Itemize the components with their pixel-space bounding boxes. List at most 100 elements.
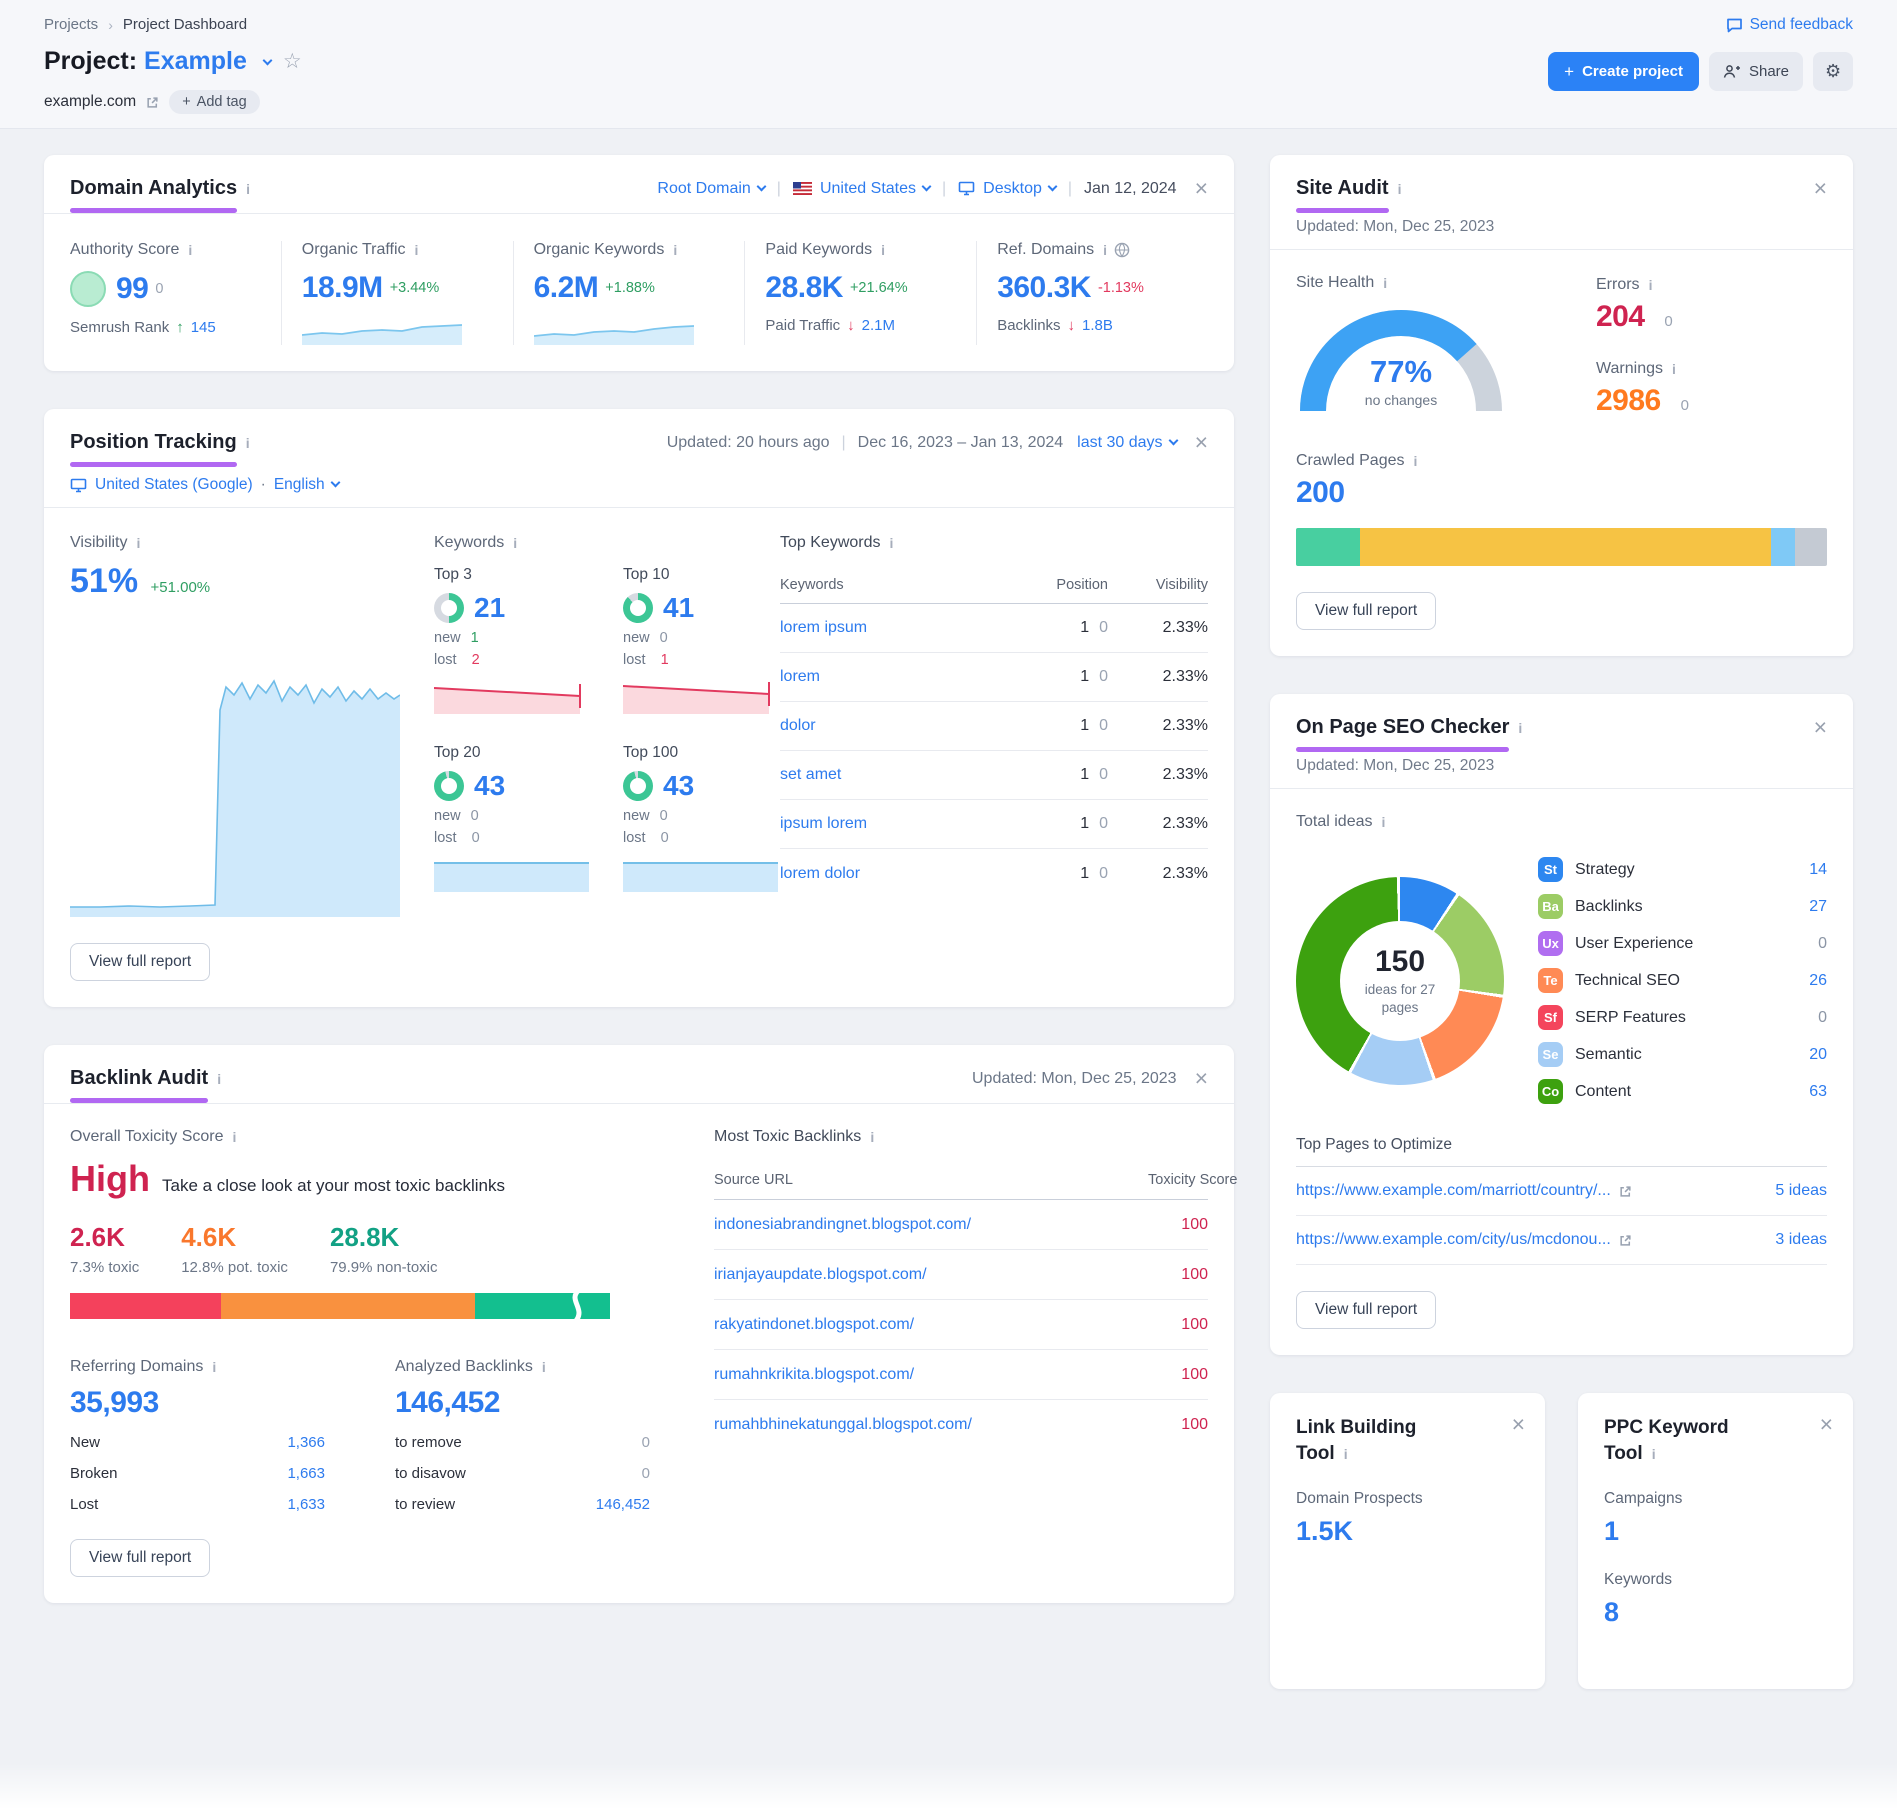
close-icon[interactable]: × [1194, 175, 1208, 201]
updated-text: Updated: Mon, Dec 25, 2023 [1296, 218, 1495, 235]
info-icon[interactable]: i [1518, 719, 1523, 736]
top10-trend-sparkline [623, 682, 770, 714]
info-icon[interactable]: i [889, 535, 894, 551]
chevron-down-icon[interactable] [262, 55, 273, 65]
info-icon[interactable]: i [245, 434, 250, 451]
breadcrumb-projects[interactable]: Projects [44, 16, 99, 33]
organic-traffic-sparkline [301, 324, 462, 345]
stat-link[interactable]: 1,633 [287, 1496, 325, 1513]
view-full-report-button[interactable]: View full report [70, 943, 211, 981]
paid-traffic-value[interactable]: 2.1M [861, 317, 896, 334]
favorite-star-icon[interactable]: ☆ [282, 50, 302, 73]
settings-button[interactable]: ⚙ [1813, 52, 1853, 91]
top20-trend-sparkline [434, 862, 589, 892]
info-icon[interactable]: i [673, 242, 678, 258]
backlinks-value[interactable]: 1.8B [1082, 317, 1113, 334]
toxic-url-link[interactable]: rumahbhinekatunggal.blogspot.com/ [714, 1416, 972, 1433]
keyword-link[interactable]: set amet [780, 766, 842, 783]
chevron-down-icon [921, 181, 932, 191]
ideas-count-link[interactable]: 5 ideas [1775, 1182, 1827, 1199]
info-icon[interactable]: i [1103, 242, 1107, 258]
close-icon[interactable]: × [1813, 175, 1827, 201]
info-icon[interactable]: i [1381, 814, 1386, 830]
share-button[interactable]: Share [1708, 52, 1803, 91]
page-header: Projects › Project Dashboard Send feedba… [0, 0, 1897, 129]
site-health-gauge: 77% no changes [1296, 310, 1506, 418]
device-dropdown[interactable]: Desktop [983, 180, 1058, 198]
info-icon[interactable]: i [188, 242, 193, 258]
legend-count-link[interactable]: 20 [1809, 1045, 1827, 1063]
keyword-link[interactable]: lorem ipsum [780, 619, 868, 636]
info-icon[interactable]: i [212, 1359, 217, 1375]
info-icon[interactable]: i [1651, 1445, 1656, 1462]
info-icon[interactable]: i [870, 1129, 875, 1145]
close-icon[interactable]: × [1511, 1411, 1525, 1437]
close-icon[interactable]: × [1194, 1065, 1208, 1091]
keyword-link[interactable]: lorem dolor [780, 864, 861, 882]
view-full-report-button[interactable]: View full report [1296, 1291, 1437, 1329]
ideas-count-link[interactable]: 3 ideas [1775, 1231, 1827, 1248]
warnings-block: Warnings i 2986 0 [1596, 360, 1689, 417]
site-health-value: 77% [1369, 354, 1433, 389]
stat-link[interactable]: 1,663 [287, 1465, 325, 1482]
info-icon[interactable]: i [881, 242, 885, 258]
down-arrow-icon: ↓ [1067, 317, 1076, 334]
table-row: irianjayaupdate.blogspot.com/ 100 [714, 1250, 1208, 1300]
page-url-link[interactable]: https://www.example.com/marriott/country… [1296, 1182, 1611, 1199]
info-icon[interactable]: i [246, 180, 250, 197]
toxic-url-link[interactable]: irianjayaupdate.blogspot.com/ [714, 1265, 927, 1283]
close-icon[interactable]: × [1819, 1411, 1833, 1437]
keyword-link[interactable]: lorem [780, 668, 821, 685]
toxic-url-link[interactable]: indonesiabrandingnet.blogspot.com/ [714, 1215, 972, 1233]
info-icon[interactable]: i [1383, 275, 1388, 291]
user-experience-badge-icon: Ux [1538, 931, 1563, 956]
referring-domains-block: Referring Domains i 35,993 New 1,366 Broke… [70, 1358, 325, 1513]
info-icon[interactable]: i [513, 535, 518, 551]
semrush-rank-value[interactable]: 145 [190, 319, 216, 336]
external-link-icon[interactable] [146, 96, 159, 109]
info-icon[interactable]: i [136, 535, 141, 551]
view-full-report-button[interactable]: View full report [70, 1539, 211, 1577]
view-full-report-button[interactable]: View full report [1296, 592, 1437, 630]
legend-count-link[interactable]: 27 [1809, 897, 1827, 915]
tracking-language-dropdown[interactable]: English [274, 476, 341, 494]
feedback-bubble-icon [1726, 17, 1743, 33]
toxic-url-link[interactable]: rumahnkrikita.blogspot.com/ [714, 1365, 915, 1383]
info-icon[interactable]: i [1413, 453, 1418, 469]
create-project-button[interactable]: + Create project [1548, 52, 1699, 91]
external-link-icon[interactable] [1619, 1185, 1632, 1198]
toxic-url-link[interactable]: rakyatindonet.blogspot.com/ [714, 1315, 915, 1333]
external-link-icon[interactable] [1619, 1234, 1632, 1247]
stat-row: to disavow 0 [395, 1465, 650, 1482]
tracking-locale[interactable]: United States (Google) [95, 476, 253, 493]
legend-count-link[interactable]: 63 [1809, 1082, 1827, 1100]
keyword-link[interactable]: ipsum lorem [780, 815, 868, 832]
close-icon[interactable]: × [1194, 429, 1208, 455]
info-icon[interactable]: i [541, 1359, 546, 1375]
close-icon[interactable]: × [1813, 714, 1827, 740]
stat-link[interactable]: 1,366 [287, 1434, 325, 1451]
info-icon[interactable]: i [414, 242, 419, 258]
stat-link[interactable]: 146,452 [595, 1496, 650, 1513]
scope-dropdown[interactable]: Root Domain [657, 180, 767, 198]
keyword-link[interactable]: dolor [780, 717, 816, 734]
info-icon[interactable]: i [1397, 180, 1402, 197]
legend-item-semantic: Se Semantic 20 [1538, 1036, 1827, 1073]
period-dropdown[interactable]: last 30 days [1077, 434, 1179, 452]
legend-count-link[interactable]: 14 [1809, 860, 1827, 878]
info-icon[interactable]: i [1648, 277, 1653, 293]
info-icon[interactable]: i [232, 1129, 237, 1145]
content-badge-icon: Co [1538, 1079, 1563, 1104]
info-icon[interactable]: i [217, 1070, 222, 1087]
legend-count-link[interactable]: 26 [1809, 971, 1827, 989]
page-url-link[interactable]: https://www.example.com/city/us/mcdonou.… [1296, 1231, 1611, 1248]
country-dropdown[interactable]: United States [820, 180, 932, 198]
plus-icon: + [1564, 61, 1575, 81]
project-name-dropdown[interactable]: Example [144, 47, 247, 75]
send-feedback-link[interactable]: Send feedback [1726, 16, 1853, 34]
info-icon[interactable]: i [1343, 1445, 1348, 1462]
info-icon[interactable]: i [1671, 361, 1676, 377]
add-tag-button[interactable]: + Add tag [169, 90, 260, 114]
keywords-top3: Top 3 21 new 1 lost 2 [434, 566, 589, 714]
